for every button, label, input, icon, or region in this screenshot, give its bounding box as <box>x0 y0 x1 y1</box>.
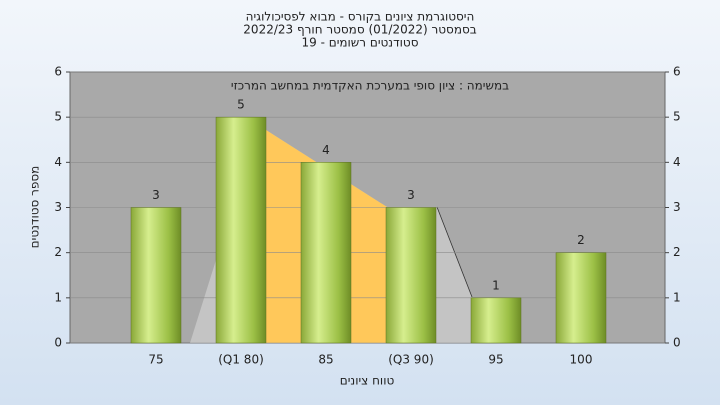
x-tick-label: 100 <box>570 353 593 367</box>
y-tick-label: 1 <box>54 290 62 304</box>
bar <box>555 252 607 344</box>
data-label: 4 <box>322 143 330 157</box>
title-line: סטודנטים רשומים - 19 <box>301 36 418 50</box>
bar <box>470 297 522 344</box>
title-line: בסמסטר (01/2022) סמסטר חורף 2022/23 <box>243 23 476 37</box>
data-label: 3 <box>152 188 160 202</box>
y2-tick-label: 6 <box>673 65 681 79</box>
y-axis-label: מספר סטודנטים <box>28 166 42 249</box>
y-tick-label: 2 <box>54 245 62 259</box>
y-tick-label: 3 <box>54 200 62 214</box>
data-label: 2 <box>577 233 585 247</box>
x-tick-label: 85 <box>318 353 333 367</box>
data-label: 5 <box>237 98 245 112</box>
bar <box>300 162 352 344</box>
x-axis-label: טווח ציונים <box>340 374 395 388</box>
x-tick-label: 75 <box>148 353 163 367</box>
x-tick-label: (Q1 80) <box>218 353 264 367</box>
x-tick-label: (Q3 90) <box>388 353 434 367</box>
y-tick-label: 4 <box>54 155 62 169</box>
y2-tick-label: 4 <box>673 155 681 169</box>
y-tick-label: 0 <box>54 336 62 350</box>
y2-tick-label: 0 <box>673 336 681 350</box>
bar <box>215 116 267 344</box>
data-label: 3 <box>407 188 415 202</box>
bar <box>130 207 182 344</box>
y2-tick-label: 3 <box>673 200 681 214</box>
y2-tick-label: 1 <box>673 290 681 304</box>
y2-tick-label: 5 <box>673 110 681 124</box>
annotation: במשימה : ציון סופי במערכת האקדמית במחשב … <box>231 79 509 93</box>
data-label: 1 <box>492 278 500 292</box>
y2-tick-label: 2 <box>673 245 681 259</box>
title-line: היסטוגרמת ציונים בקורס - מבוא לפסיכולוגי… <box>246 10 475 24</box>
bar <box>385 207 437 344</box>
decoration-line <box>436 206 473 298</box>
y-tick-label: 5 <box>54 110 62 124</box>
x-tick-label: 95 <box>488 353 503 367</box>
y-tick-label: 6 <box>54 65 62 79</box>
